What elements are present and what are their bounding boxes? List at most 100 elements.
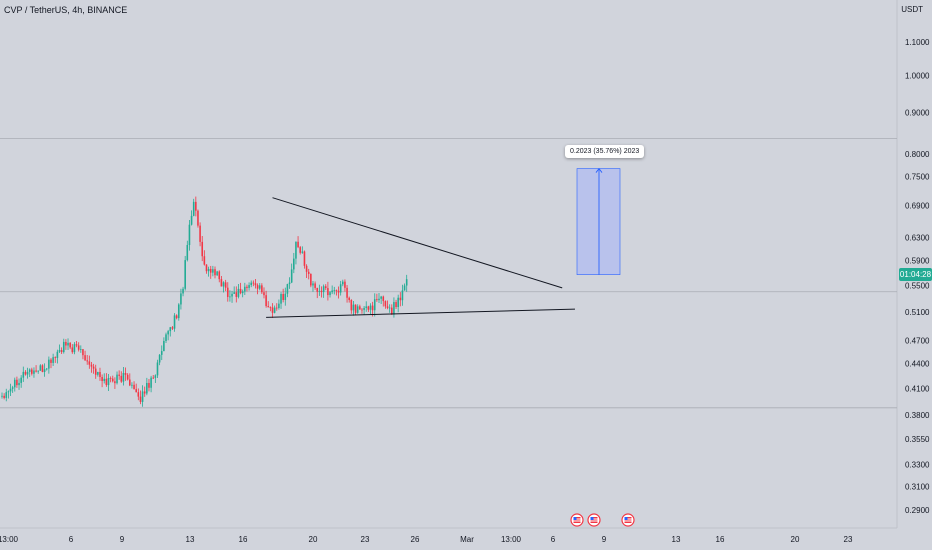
measure-range-box[interactable]: [576, 168, 621, 275]
candle: [288, 277, 291, 289]
candle: [7, 390, 10, 399]
time-tick-label: 9: [120, 535, 125, 544]
plot-area: [0, 0, 897, 550]
candle: [324, 284, 327, 291]
price-axis-unit: USDT: [901, 5, 923, 14]
candle: [390, 304, 393, 315]
candle: [199, 222, 201, 247]
event-flag-icon[interactable]: [587, 513, 601, 527]
trendlines[interactable]: [266, 197, 575, 318]
candle: [22, 366, 25, 382]
candle: [346, 284, 348, 303]
price-tick-label: 0.3550: [905, 435, 930, 444]
candle: [188, 220, 191, 251]
candle: [265, 290, 267, 308]
candle: [5, 388, 8, 402]
candle: [318, 284, 321, 296]
candle: [275, 303, 278, 311]
candle: [131, 382, 133, 389]
candle: [122, 366, 125, 386]
candle: [107, 373, 110, 392]
trendline-lower[interactable]: [266, 308, 575, 318]
candle: [239, 282, 242, 295]
time-tick-label: 9: [602, 535, 607, 544]
symbol-title[interactable]: CVP / TetherUS, 4h, BINANCE: [4, 5, 128, 15]
candle: [248, 282, 250, 291]
candle: [373, 293, 376, 317]
candle: [33, 367, 35, 378]
candle: [269, 306, 272, 312]
candle: [218, 270, 221, 283]
candle: [28, 368, 31, 378]
event-flag-icon[interactable]: [570, 513, 584, 527]
candle: [180, 288, 182, 310]
measure-tool[interactable]: [576, 167, 621, 275]
measure-arrowhead: [595, 167, 603, 173]
price-axis[interactable]: 1.1000 1.0000 0.9000 0.8000 0.7500 0.6900 0.63…: [905, 38, 930, 515]
candle: [273, 305, 276, 314]
price-tick-label: 0.6300: [905, 234, 930, 243]
candle: [295, 241, 297, 265]
event-flag-icon[interactable]: [621, 513, 635, 527]
horizontal-levels: [0, 137, 897, 409]
time-tick-label: 16: [716, 535, 725, 544]
time-tick-label: 6: [551, 535, 556, 544]
time-axis[interactable]: 13:00 6 9 13 16 20 23 26 Mar 13:00 6 9 13 16 20 23: [0, 535, 853, 544]
candle: [99, 367, 101, 381]
candle: [60, 347, 63, 355]
candle: [77, 342, 80, 352]
candle: [280, 292, 282, 309]
candle: [203, 250, 206, 266]
candle: [197, 209, 199, 228]
time-tick-label: 13:00: [501, 535, 522, 544]
candle: [154, 374, 157, 383]
candle: [16, 376, 18, 388]
time-tick-label: 13: [672, 535, 681, 544]
price-tick-label: 0.3300: [905, 461, 930, 470]
trendline-upper[interactable]: [272, 197, 563, 289]
candle: [186, 240, 189, 262]
candle: [109, 376, 112, 383]
candle: [310, 273, 312, 288]
candle: [105, 373, 108, 387]
candle: [184, 255, 186, 291]
candle: [152, 374, 155, 380]
time-tick-label: 13: [186, 535, 195, 544]
candle: [139, 390, 142, 405]
candle: [150, 375, 152, 393]
price-tick-label: 0.5500: [905, 281, 930, 290]
candle: [209, 265, 212, 279]
event-flags[interactable]: [570, 513, 635, 527]
candle: [216, 270, 218, 277]
candle: [50, 358, 52, 369]
candle: [1, 392, 3, 399]
candle: [305, 264, 308, 278]
candle: [88, 355, 91, 369]
candle: [297, 236, 299, 249]
candle: [380, 295, 382, 304]
candle: [278, 299, 280, 310]
candle: [261, 283, 263, 295]
candle: [290, 263, 293, 284]
price-tick-label: 0.2900: [905, 506, 930, 515]
candle: [165, 332, 167, 343]
time-tick-label: 13:00: [0, 535, 19, 544]
candle: [86, 355, 88, 365]
candle: [331, 285, 333, 295]
candle: [316, 287, 319, 299]
candle: [256, 283, 259, 295]
candle: [337, 286, 340, 299]
price-tick-label: 0.4100: [905, 384, 930, 393]
candle: [69, 342, 71, 350]
candle: [148, 379, 150, 392]
price-tick-label: 1.1000: [905, 38, 930, 47]
candle: [246, 284, 248, 292]
candle: [397, 294, 399, 313]
price-tick-label: 0.3100: [905, 483, 930, 492]
candle: [388, 304, 391, 313]
candle: [67, 338, 69, 351]
candle: [177, 303, 180, 321]
candle: [75, 341, 78, 348]
